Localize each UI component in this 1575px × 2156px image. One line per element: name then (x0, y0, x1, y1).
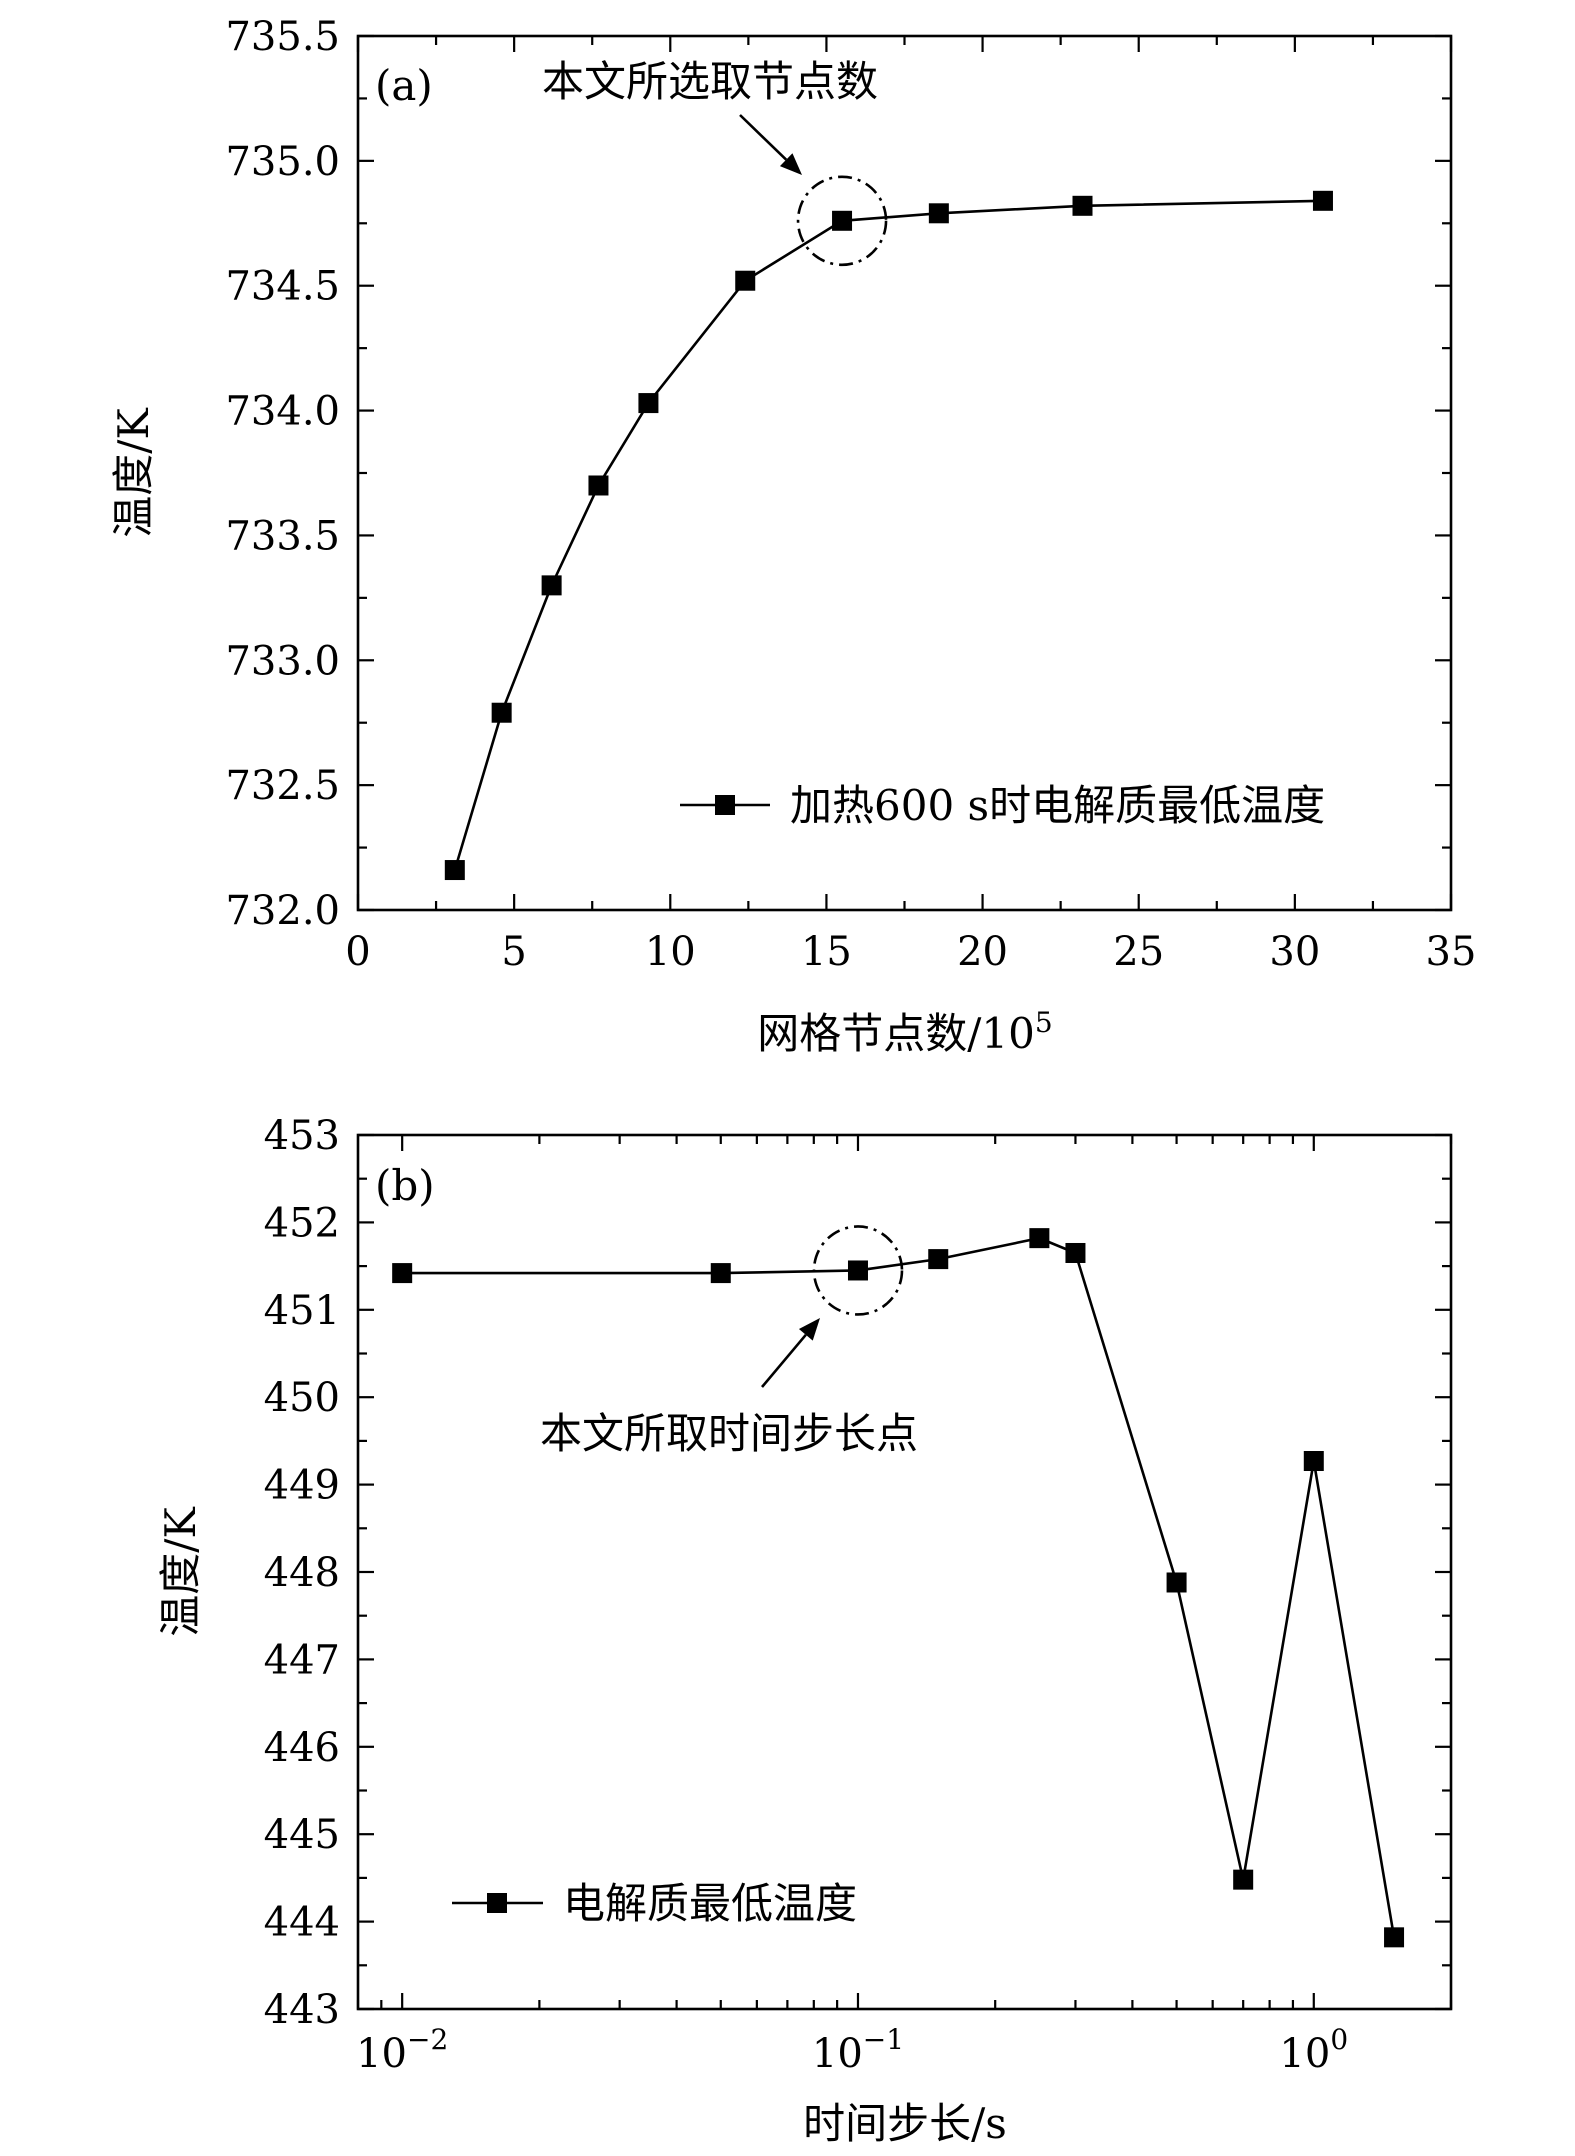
panel-a-legend-marker (715, 795, 735, 815)
x-tick-label-exp: 0 (1330, 2023, 1348, 2056)
x-tick-label-exp: −1 (863, 2023, 904, 2056)
panel-a-x-axis-title-sup: 5 (1035, 1006, 1053, 1039)
y-tick-label: 732.0 (225, 888, 340, 934)
y-tick-label: 445 (264, 1812, 340, 1858)
y-tick-label: 735.5 (225, 14, 340, 60)
panel-a-x-axis-title: 网格节点数/105 (757, 1006, 1052, 1058)
data-point (491, 702, 512, 723)
panel-a-plot-frame (356, 34, 1453, 912)
y-tick-label: 450 (264, 1375, 340, 1421)
panel-a-y-axis-title: 温度/K (109, 407, 158, 538)
data-point (847, 1260, 868, 1281)
panel-b-legend-marker (487, 1893, 507, 1913)
panel-a-annotation-text: 本文所选取节点数 (542, 57, 878, 106)
x-tick-label: 0 (345, 929, 370, 975)
x-tick-label: 35 (1426, 929, 1477, 975)
y-tick-label: 443 (264, 1987, 340, 2033)
y-tick-label: 449 (264, 1463, 340, 1509)
panel-b-label: (b) (375, 1161, 435, 1210)
y-tick-label: 447 (264, 1637, 340, 1683)
data-point (638, 393, 659, 414)
x-tick-label: 100 (1279, 2023, 1348, 2077)
x-tick-label-exp: −2 (407, 2023, 448, 2056)
panel-b-legend: 电解质最低温度 (452, 1879, 857, 1928)
panel-a-x-axis-title-main: 网格节点数/10 (757, 1009, 1035, 1058)
panel-a-series (444, 190, 1333, 881)
data-point (1233, 1869, 1254, 1890)
data-point (444, 860, 465, 881)
panel-b-x-axis-title: 时间步长/s (803, 2099, 1007, 2148)
series-line (453, 199, 1323, 871)
panel-a-highlight-circle (796, 175, 888, 267)
panel-b-legend-label: 电解质最低温度 (563, 1879, 857, 1928)
x-tick-label-base: 10 (1279, 2031, 1330, 2077)
y-tick-label: 733.0 (225, 638, 340, 684)
data-point (1384, 1927, 1405, 1948)
data-point (735, 270, 756, 291)
data-point (1166, 1572, 1187, 1593)
data-point (1029, 1228, 1050, 1249)
data-point (710, 1263, 731, 1284)
panel-a-annotation: 本文所选取节点数 (542, 57, 888, 267)
panel-b-plot-frame (356, 1133, 1453, 2011)
y-tick-label: 451 (264, 1288, 340, 1334)
y-tick-label: 444 (264, 1900, 340, 1946)
x-tick-label: 20 (957, 929, 1008, 975)
x-tick-label-base: 10 (812, 2031, 863, 2077)
panel-a-label: (a) (375, 61, 433, 110)
y-tick-label: 732.5 (225, 763, 340, 809)
panel-a-annotation-arrowhead (779, 153, 802, 175)
panel-a-annotation-arrow (739, 114, 788, 161)
panel-b-annotation-arrow (761, 1334, 807, 1388)
data-point (392, 1263, 413, 1284)
y-tick-label: 733.5 (225, 513, 340, 559)
panel-a-chart: 732.0 732.5 733.0 733.5 734.0 734.5 735.0 735.5… (109, 14, 1476, 1058)
y-tick-label: 734.5 (225, 264, 340, 310)
data-point (1303, 1451, 1324, 1472)
y-tick-label: 734.0 (225, 389, 340, 435)
x-tick-label: 10−2 (356, 2023, 448, 2077)
x-tick-label: 15 (801, 929, 852, 975)
x-tick-label: 10−1 (812, 2023, 904, 2077)
panel-b-highlight-circle (812, 1225, 904, 1316)
y-tick-label: 453 (264, 1113, 340, 1159)
panel-a-ticks: 732.0 732.5 733.0 733.5 734.0 734.5 735.0 735.5… (225, 14, 1476, 975)
data-point (832, 210, 853, 231)
panel-b-series (392, 1228, 1405, 1948)
x-tick-label: 25 (1113, 929, 1164, 975)
panel-b-y-axis-title: 温度/K (156, 1506, 205, 1637)
data-point (1312, 190, 1333, 211)
panel-b-annotation: 本文所取时间步长点 (540, 1225, 918, 1458)
x-tick-label: 30 (1269, 929, 1320, 975)
data-point (928, 203, 949, 224)
x-tick-label-base: 10 (356, 2031, 407, 2077)
data-point (541, 575, 562, 596)
data-point (1072, 195, 1093, 216)
panel-a-legend-label: 加热600 s时电解质最低温度 (790, 781, 1325, 830)
y-tick-label: 448 (264, 1550, 340, 1596)
x-tick-label: 10 (645, 929, 696, 975)
data-point (588, 475, 609, 496)
y-tick-label: 452 (264, 1200, 340, 1246)
panel-b-annotation-arrowhead (798, 1318, 820, 1341)
y-tick-label: 446 (264, 1725, 340, 1771)
data-point (928, 1249, 949, 1270)
x-tick-label: 5 (501, 929, 526, 975)
panel-b-annotation-text: 本文所取时间步长点 (540, 1409, 918, 1458)
series-line (402, 1236, 1396, 1938)
y-tick-label: 735.0 (225, 139, 340, 185)
panel-a-legend: 加热600 s时电解质最低温度 (680, 781, 1325, 830)
data-point (1065, 1242, 1086, 1263)
